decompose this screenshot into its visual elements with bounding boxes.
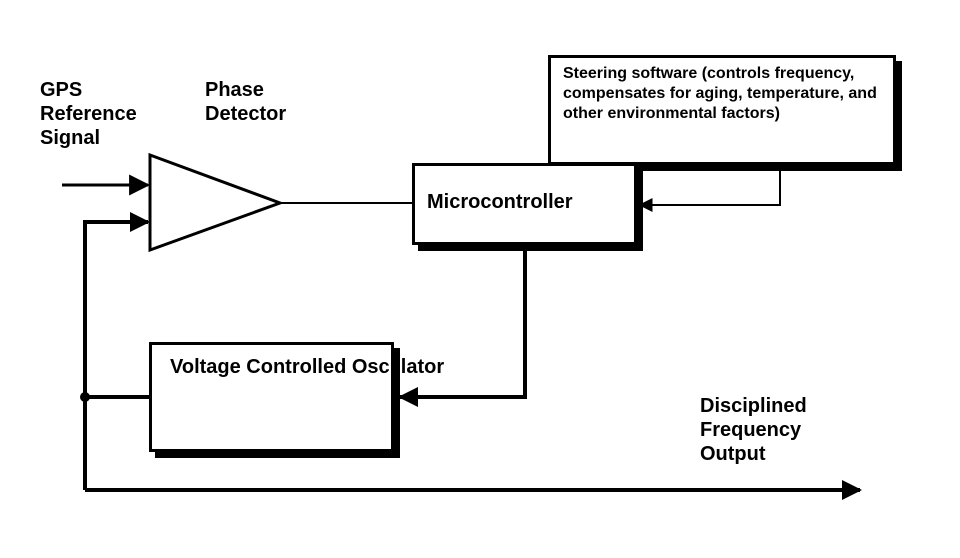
gps-reference-label: GPS Reference Signal (40, 78, 137, 150)
steering-text: Steering software (controls frequency, c… (563, 64, 881, 124)
edge-steering-to-micro (640, 165, 780, 205)
node-tap (80, 392, 90, 402)
microcontroller-text: Microcontroller (427, 190, 573, 215)
output-label: Disciplined Frequency Output (700, 394, 807, 466)
vco-text: Voltage Controlled Oscillator (170, 355, 444, 380)
phase-detector-triangle (150, 155, 280, 250)
edge-vco-to-tri (85, 222, 149, 397)
diagram-canvas: GPS Reference Signal Phase Detector Stee… (0, 0, 960, 558)
phase-detector-label: Phase Detector (205, 78, 286, 126)
